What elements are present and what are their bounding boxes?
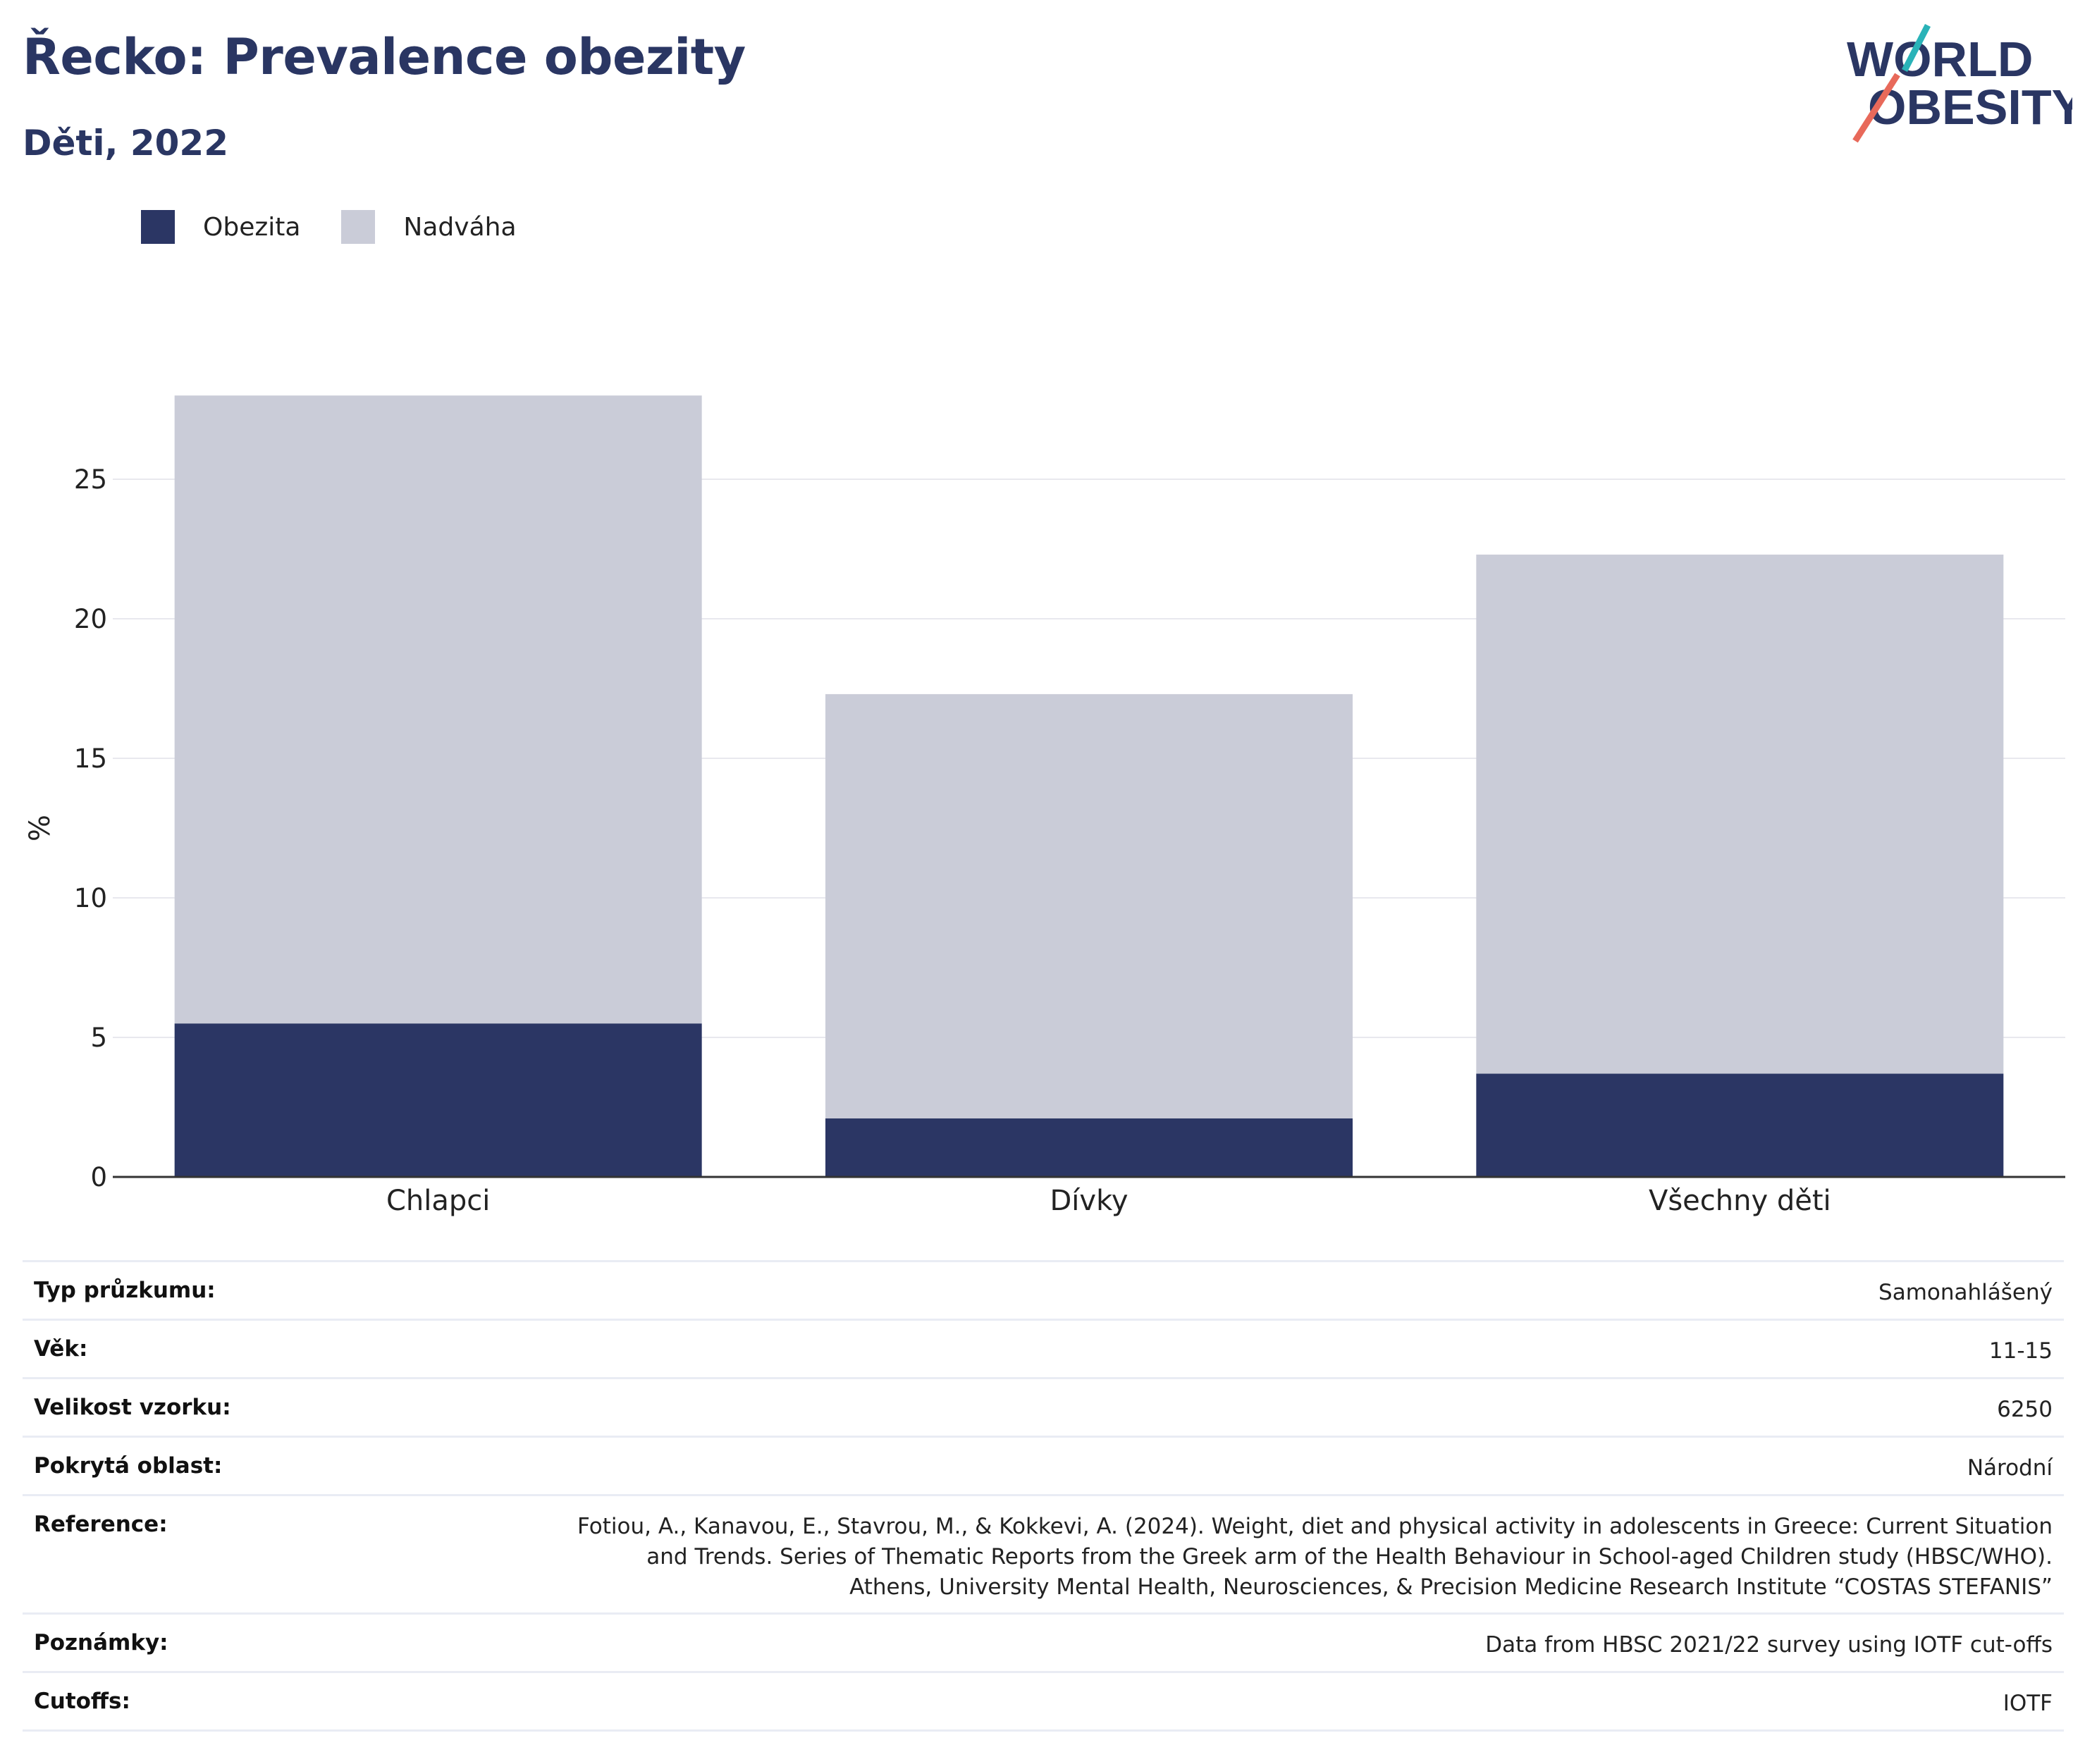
info-value: IOTF	[2003, 1691, 2053, 1716]
info-row-age: Věk: 11-15	[23, 1319, 2064, 1377]
info-row-reference: Reference: Fotiou, A., Kanavou, E., Stav…	[23, 1494, 2064, 1612]
legend: Obezita Nadváha	[141, 210, 558, 244]
info-row-cutoffs: Cutoffs: IOTF	[23, 1671, 2064, 1732]
info-value: Národní	[1967, 1455, 2053, 1481]
info-value: 11-15	[1988, 1338, 2053, 1364]
info-table: Typ průzkumu: Samonahlášený Věk: 11-15 V…	[23, 1260, 2064, 1732]
legend-label-nadvaha: Nadváha	[403, 212, 517, 242]
x-tick-label: Chlapci	[386, 1185, 490, 1217]
info-value: 6250	[1997, 1397, 2053, 1422]
y-tick-label: 15	[74, 744, 107, 774]
bar-nadvaha-1	[825, 693, 1353, 1118]
chart-title: Řecko: Prevalence obezity	[23, 28, 746, 86]
chart-subtitle: Děti, 2022	[23, 123, 229, 164]
info-label: Typ průzkumu:	[34, 1278, 216, 1303]
info-label: Reference:	[34, 1512, 168, 1537]
info-label: Poznámky:	[34, 1630, 168, 1655]
info-value: Data from HBSC 2021/22 survey using IOTF…	[1485, 1632, 2053, 1658]
bar-obezita-0	[174, 1023, 702, 1177]
bar-obezita-2	[1476, 1073, 2004, 1177]
info-row-notes: Poznámky: Data from HBSC 2021/22 survey …	[23, 1612, 2064, 1671]
logo-text-world: WORLD	[1847, 32, 2033, 87]
world-obesity-logo: WORLD OBESITY	[1847, 23, 2072, 143]
info-label: Cutoffs:	[34, 1689, 130, 1714]
y-tick-label: 0	[90, 1162, 107, 1192]
info-value: Samonahlášený	[1878, 1280, 2053, 1305]
y-tick-label: 5	[90, 1023, 107, 1053]
info-label: Věk:	[34, 1336, 88, 1362]
legend-label-obezita: Obezita	[203, 212, 301, 242]
x-tick-label: Dívky	[1050, 1185, 1128, 1217]
info-label: Velikost vzorku:	[34, 1395, 231, 1420]
legend-item-nadvaha[interactable]: Nadváha	[341, 210, 517, 244]
logo-slash-coral	[1852, 73, 1900, 143]
bar-nadvaha-2	[1476, 554, 2004, 1074]
info-row-sample-size: Velikost vzorku: 6250	[23, 1377, 2064, 1436]
x-tick-label: Všechny děti	[1649, 1185, 1831, 1217]
info-row-survey-type: Typ průzkumu: Samonahlášený	[23, 1260, 2064, 1319]
legend-swatch-obezita	[141, 210, 175, 244]
info-label: Pokrytá oblast:	[34, 1453, 223, 1479]
logo-slash-teal	[1902, 23, 1931, 73]
legend-swatch-nadvaha	[341, 210, 376, 244]
y-axis-label: %	[24, 815, 56, 841]
y-tick-label: 10	[74, 883, 107, 913]
y-tick-label: 20	[74, 604, 107, 634]
info-row-area-covered: Pokrytá oblast: Národní	[23, 1436, 2064, 1494]
bar-nadvaha-0	[174, 395, 702, 1024]
bar-obezita-1	[825, 1118, 1353, 1177]
legend-item-obezita[interactable]: Obezita	[141, 210, 300, 244]
logo-text-obesity: OBESITY	[1868, 80, 2072, 135]
info-value: Fotiou, A., Kanavou, E., Stavrou, M., & …	[577, 1514, 2053, 1600]
y-tick-label: 25	[74, 464, 107, 495]
bar-chart: 0 5 10 15 20 25% Chlapci Dívky Všechny děti	[24, 395, 2065, 1217]
